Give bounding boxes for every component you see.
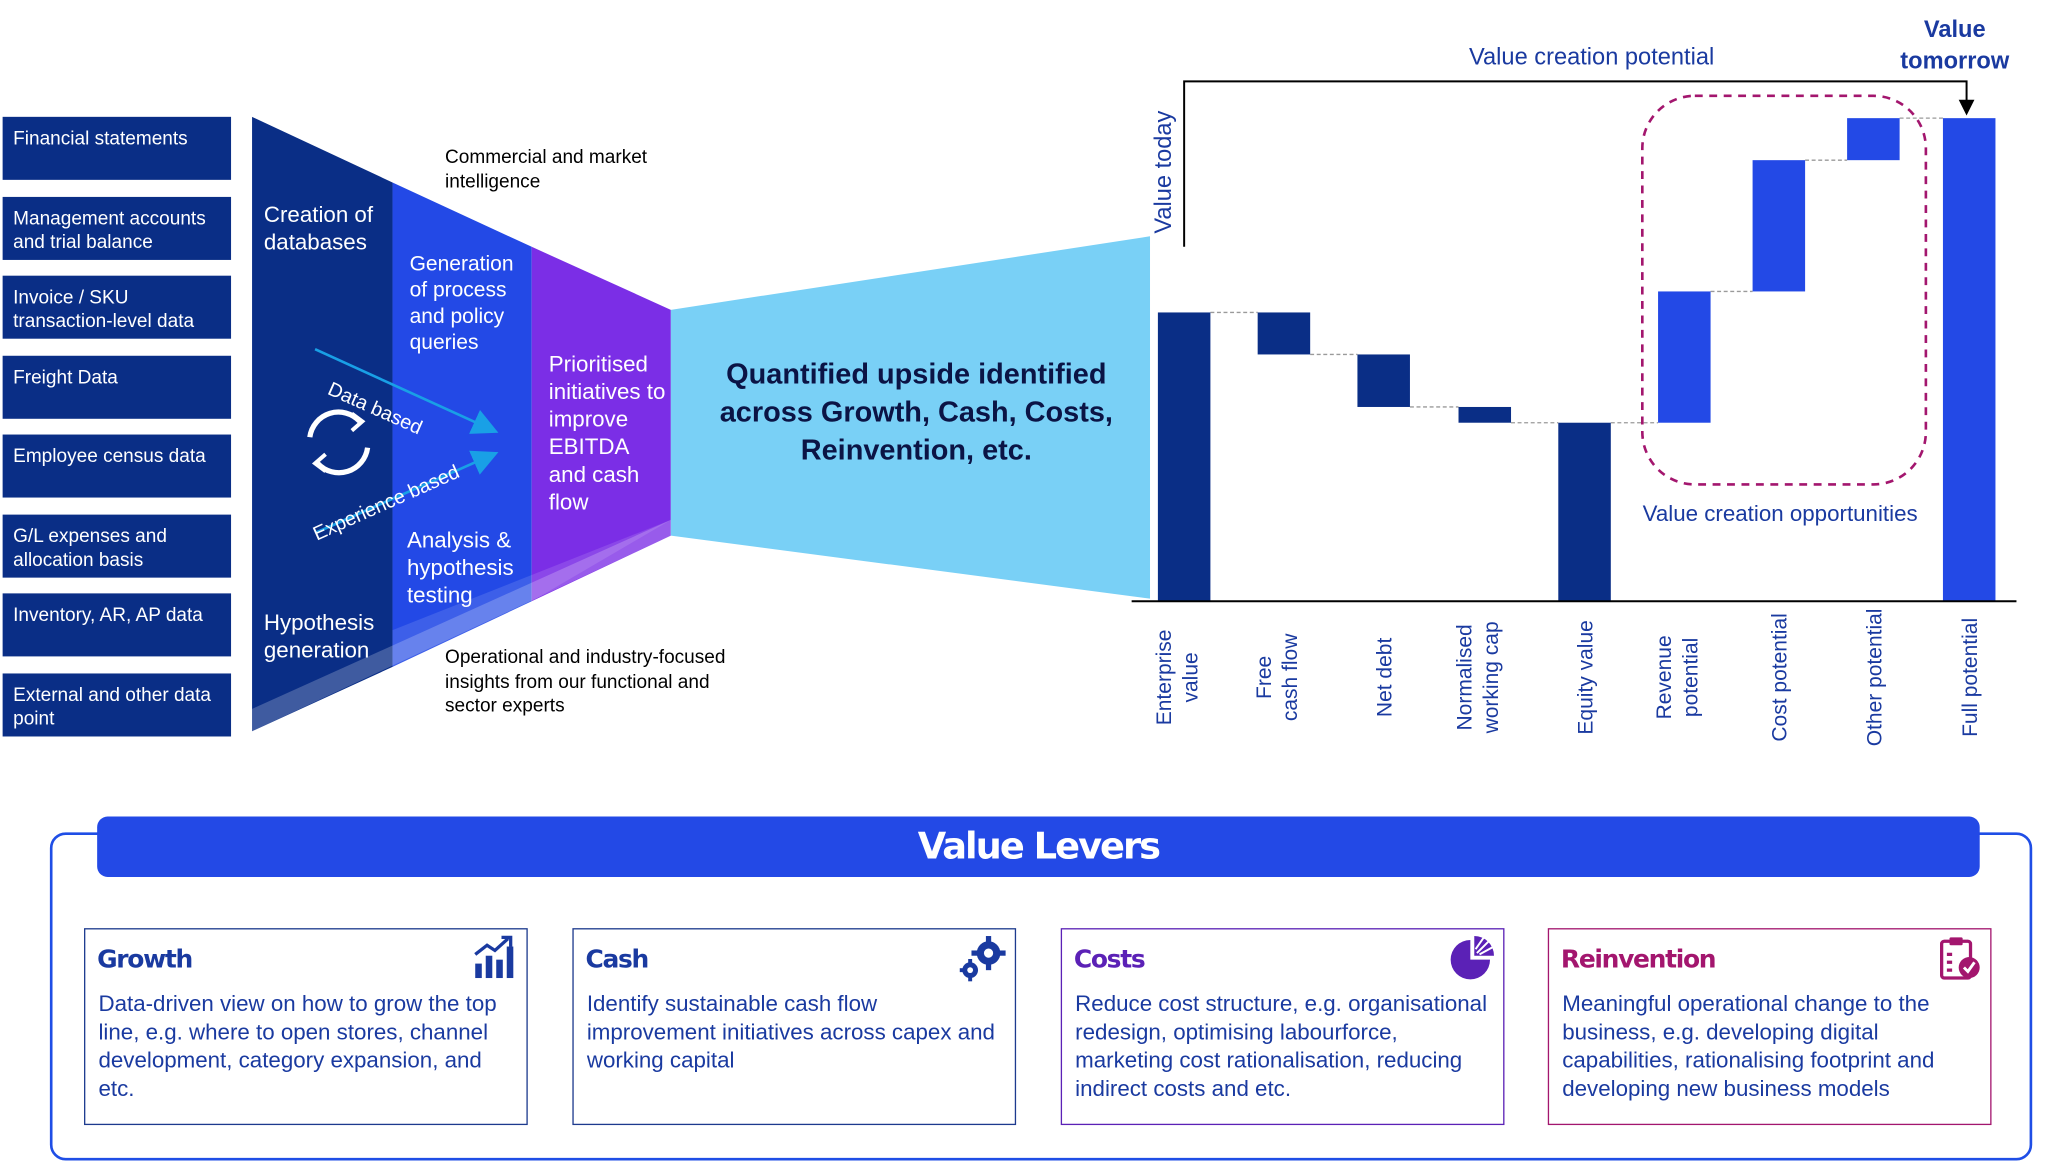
lever-card-cash: Cash Identify sustainable cash flow impr… bbox=[572, 928, 1017, 1126]
source-invoice-sku: Invoice / SKU transaction-level data bbox=[2, 275, 232, 339]
funnel-stage-quantified bbox=[670, 236, 1151, 599]
lever-desc-cash: Identify sustainable cash flow improveme… bbox=[586, 991, 995, 1073]
quantified-upside-text: Quantified upside identified across Grow… bbox=[719, 357, 1113, 467]
waterfall-x-labels: Enterprise value Free cash flow Net debt Norm… bbox=[1153, 609, 1982, 747]
lever-title-reinvention: Reinvention bbox=[1560, 945, 1717, 975]
source-gl-expenses: G/L expenses and allocation basis bbox=[2, 514, 232, 578]
pie-chart-icon bbox=[1450, 935, 1495, 980]
source-freight-data: Freight Data bbox=[2, 355, 232, 419]
funnel-analysis-label: Analysis & hypothesis testing bbox=[406, 527, 514, 608]
lever-title-cash: Cash bbox=[585, 945, 650, 975]
waterfall-bar-net-debt bbox=[1357, 354, 1410, 407]
funnel-light-band-2 bbox=[392, 519, 671, 667]
bar-chart-icon bbox=[474, 935, 514, 979]
x-label-normalised-working-cap: Normalised working cap bbox=[1454, 621, 1503, 734]
data-based-arrow bbox=[314, 348, 499, 434]
lever-card-costs: Costs Reduce cost structure, e.g. organi… bbox=[1060, 928, 1505, 1126]
value-tomorrow-arrowhead bbox=[1958, 99, 1975, 116]
waterfall-bar-normalised-working-cap bbox=[1458, 406, 1512, 423]
x-label-equity-value: Equity value bbox=[1574, 620, 1597, 734]
waterfall-bar-cost-potential bbox=[1752, 160, 1806, 292]
lever-title-costs: Costs bbox=[1073, 945, 1146, 975]
lever-desc-reinvention: Meaningful operational change to the bus… bbox=[1562, 991, 1935, 1101]
clipboard-check-icon bbox=[1939, 937, 1980, 980]
x-label-net-debt: Net debt bbox=[1374, 638, 1397, 718]
lever-desc-costs: Reduce cost structure, e.g. organisation… bbox=[1075, 991, 1488, 1101]
source-external-data: External and other data point bbox=[2, 673, 232, 737]
waterfall-bar-equity-value bbox=[1558, 422, 1611, 602]
funnel-light-band bbox=[252, 519, 671, 732]
source-employee-census: Employee census data bbox=[2, 434, 232, 498]
source-management-accounts: Management accounts and trial balance bbox=[2, 196, 232, 260]
experience-based-arrow bbox=[314, 450, 499, 535]
source-financial-statements: Financial statements bbox=[2, 116, 232, 180]
value-creation-potential-label: Value creation potential bbox=[1469, 43, 1715, 70]
waterfall-bars bbox=[1157, 118, 1996, 602]
value-tomorrow-label: Value tomorrow bbox=[1900, 15, 2010, 74]
funnel-hypothesis-label: Hypothesis generation bbox=[263, 610, 375, 663]
lever-card-reinvention: Reinvention Meaningful operational chang… bbox=[1547, 928, 1992, 1126]
x-label-revenue-potential: Revenue potential bbox=[1653, 635, 1702, 719]
value-today-label: Value today bbox=[1150, 110, 1177, 234]
cycle-icon bbox=[307, 409, 371, 476]
funnel-stage-generation bbox=[392, 182, 532, 667]
lever-title-growth: Growth bbox=[97, 945, 193, 975]
x-label-free-cash-flow: Free cash flow bbox=[1253, 633, 1302, 721]
funnel-stage-creation bbox=[252, 116, 393, 732]
operational-insights-label: Operational and industry-focused insight… bbox=[445, 647, 726, 717]
value-levers-banner: Value Levers bbox=[97, 816, 1980, 877]
gears-icon bbox=[959, 936, 1006, 982]
x-label-cost-potential: Cost potential bbox=[1769, 613, 1792, 741]
funnel-creation-label: Creation of databases bbox=[263, 202, 374, 255]
waterfall-bar-enterprise-value bbox=[1157, 312, 1211, 602]
waterfall-bar-full-potential bbox=[1942, 118, 1996, 602]
waterfall-bar-free-cash-flow bbox=[1257, 312, 1311, 355]
x-label-other-potential: Other potential bbox=[1863, 609, 1886, 747]
waterfall-bar-revenue-potential bbox=[1658, 291, 1711, 423]
value-creation-bracket bbox=[1183, 80, 1968, 247]
commercial-intelligence-label: Commercial and market intelligence bbox=[445, 147, 648, 193]
waterfall-bar-other-potential bbox=[1847, 118, 1900, 161]
funnel-generation-label: Generation of process and policy queries bbox=[409, 253, 514, 355]
waterfall-connectors bbox=[1210, 117, 1943, 424]
value-creation-opportunities-label: Value creation opportunities bbox=[1642, 501, 1918, 527]
value-creation-opportunities-highlight bbox=[1641, 94, 1928, 486]
x-label-enterprise-value: Enterprise value bbox=[1153, 630, 1202, 726]
x-label-full-potential: Full potential bbox=[1959, 618, 1982, 737]
lever-desc-growth: Data-driven view on how to grow the top … bbox=[98, 991, 497, 1101]
funnel-stage-prioritised bbox=[531, 246, 671, 602]
funnel-prioritised-label: Prioritised initiatives to improve EBITD… bbox=[548, 351, 666, 515]
source-inventory-ar-ap: Inventory, AR, AP data bbox=[2, 593, 232, 657]
lever-card-growth: Growth Data-driven view on how to grow t… bbox=[84, 928, 528, 1126]
